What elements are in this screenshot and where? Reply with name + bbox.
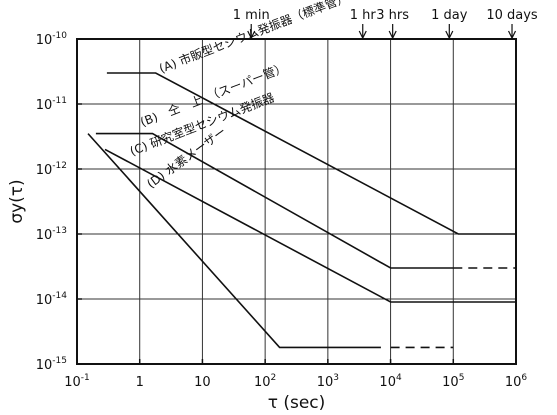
- time-marker-arrow-head: [507, 30, 517, 40]
- x-tick-label: 102: [254, 373, 276, 390]
- series-line-d: [87, 133, 381, 349]
- y-tick-label: 10-15: [36, 356, 67, 373]
- y-tick-label: 10-12: [36, 161, 67, 178]
- grid: [77, 39, 516, 364]
- x-tick-label: 10-1: [64, 373, 90, 390]
- time-marker-arrow-head: [358, 30, 367, 40]
- y-tick-label: 10-11: [36, 96, 67, 113]
- time-marker-arrow-head: [388, 30, 397, 40]
- x-tick-label: 10: [194, 375, 211, 390]
- x-tick-label: 106: [505, 373, 528, 390]
- series-line-b: [95, 132, 454, 269]
- series-line-a: [106, 72, 516, 235]
- time-marker-label: 1 min: [233, 8, 270, 23]
- time-marker-arrow-head: [445, 30, 454, 40]
- x-axis-label: τ (sec): [268, 393, 326, 413]
- time-marker-label: 1 day: [431, 8, 468, 23]
- x-tick-label: 1: [136, 375, 144, 390]
- y-tick-label: 10-13: [36, 226, 67, 243]
- y-tick-label: 10-14: [36, 291, 68, 308]
- x-tick-label: 104: [379, 373, 402, 390]
- time-marker-label: 10 days: [486, 8, 538, 23]
- x-axis-ticks: 10-1 1 10 102 103 104 105 106: [64, 359, 527, 390]
- time-markers: 1 min 1 hr 3 hrs 1 day 10 days: [233, 8, 538, 40]
- series-labels: (A) 市販型セシウム発振器（標準管）(B) 仝 上 （スーパー管）(C) 研究…: [128, 0, 351, 191]
- series-lines: [87, 72, 516, 349]
- x-tick-label: 105: [442, 373, 464, 390]
- y-axis-ticks: 10-10 10-11 10-12 10-13 10-14 10-15: [36, 31, 82, 373]
- time-marker-label: 3 hrs: [376, 8, 409, 23]
- series-line-c: [104, 148, 516, 303]
- time-marker-label: 1 hr: [350, 8, 377, 23]
- y-axis-label: σy(τ): [7, 179, 27, 223]
- x-tick-label: 103: [317, 373, 339, 390]
- y-tick-label: 10-10: [36, 31, 68, 48]
- plot-frame: [76, 38, 517, 365]
- time-marker-arrow-head: [247, 30, 256, 40]
